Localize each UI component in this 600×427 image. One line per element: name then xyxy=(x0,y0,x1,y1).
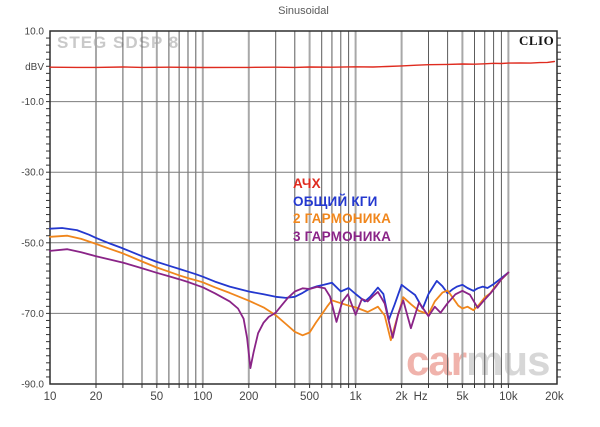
legend: АЧХ ОБЩИЙ КГИ 2 ГАРМОНИКА 3 ГАРМОНИКА xyxy=(293,175,391,245)
legend-item-afr: АЧХ xyxy=(293,176,321,191)
curve-thd xyxy=(49,227,510,321)
site-watermark-left: car xyxy=(406,337,467,384)
x-axis-label: 200 xyxy=(239,391,258,403)
x-axis-unit-label: Hz xyxy=(414,391,428,403)
x-axis-label: 5k xyxy=(456,391,468,403)
device-name-watermark: STEG SDSP 8 xyxy=(57,33,180,52)
plot-frame xyxy=(49,30,558,385)
curve-h3 xyxy=(49,248,510,370)
x-axis-label: 500 xyxy=(300,391,319,403)
x-axis-label: 1k xyxy=(350,391,362,403)
x-axis-label: 50 xyxy=(150,391,163,403)
x-axis-label: 10k xyxy=(499,391,518,403)
x-axis-label: 2k xyxy=(396,391,408,403)
y-axis-label: -70.0 xyxy=(21,309,44,320)
curve-afr xyxy=(49,60,556,69)
y-axis-label: -90.0 xyxy=(21,380,44,391)
x-axis-label: 20k xyxy=(545,391,564,403)
y-axis-label: dBV xyxy=(25,62,44,73)
legend-item-2nd-harmonic: 2 ГАРМОНИКА xyxy=(293,211,392,226)
legend-item-total-thd: ОБЩИЙ КГИ xyxy=(293,193,378,209)
chart-title: Sinusoidal xyxy=(278,5,329,17)
y-axis-label: -10.0 xyxy=(21,97,44,108)
y-axis-label: -30.0 xyxy=(21,168,44,179)
legend-item-3rd-harmonic: 3 ГАРМОНИКА xyxy=(293,228,392,244)
x-axis-label: 20 xyxy=(90,391,103,403)
x-axis-label: 100 xyxy=(193,391,212,403)
y-axis-label: 10.0 xyxy=(25,27,45,38)
clio-brand-badge: CLIO xyxy=(517,33,557,49)
y-axis-label: -50.0 xyxy=(21,238,44,249)
x-axis-label: 10 xyxy=(44,391,57,403)
curve-h2 xyxy=(49,234,510,342)
